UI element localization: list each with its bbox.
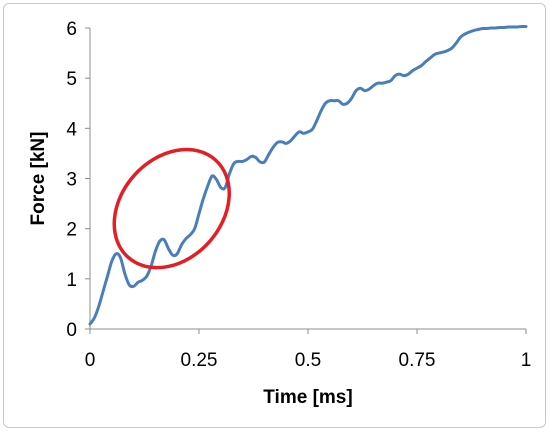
y-tick-label: 2	[66, 220, 77, 241]
annotation-layer	[112, 147, 231, 270]
x-tick-label: 0.25	[181, 350, 218, 371]
x-tick-label: 1	[521, 350, 532, 371]
series-layer	[88, 24, 528, 326]
highlight-ellipse	[112, 147, 231, 270]
y-tick-labels: 0 1 2 3 4 5 6	[66, 19, 77, 341]
axis-ticks	[85, 27, 527, 334]
x-tick-label: 0.5	[295, 350, 321, 371]
y-tick-label: 6	[66, 19, 77, 40]
y-tick-label: 0	[66, 320, 77, 341]
force-series-line	[88, 24, 528, 326]
y-tick-label: 4	[66, 119, 77, 140]
x-tick-labels: 0 0.25 0.5 0.75 1	[85, 350, 532, 371]
x-tick-label: 0	[85, 350, 96, 371]
y-tick-label: 5	[66, 69, 77, 90]
x-axis-title: Time [ms]	[263, 387, 352, 408]
y-axis-title: Force [kN]	[28, 132, 49, 226]
y-tick-label: 3	[66, 170, 77, 191]
y-tick-label: 1	[66, 270, 77, 291]
x-tick-label: 0.75	[399, 350, 436, 371]
chart-frame	[3, 3, 546, 428]
